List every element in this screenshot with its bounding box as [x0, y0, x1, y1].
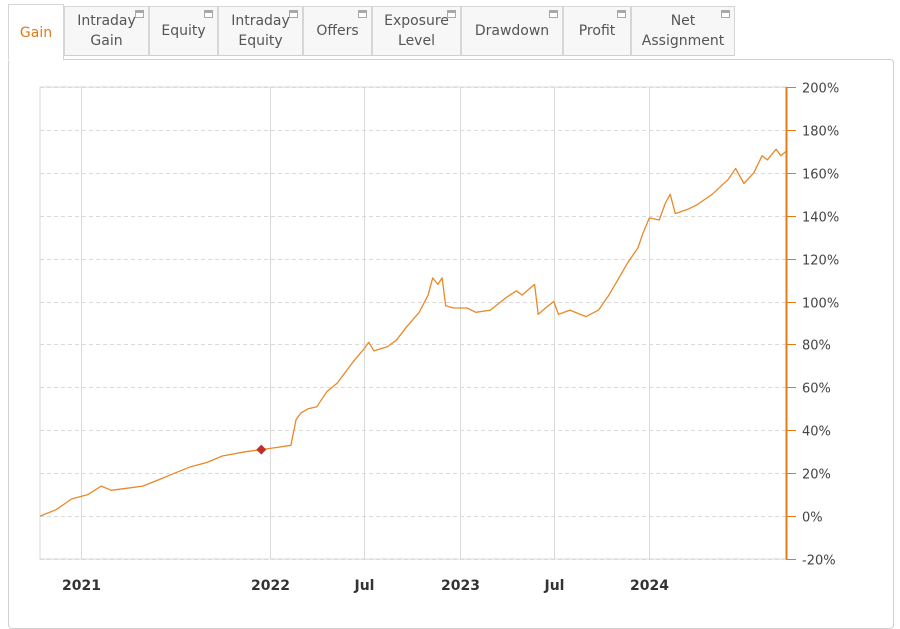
- tab-intraday-equity[interactable]: Intraday Equity: [218, 6, 303, 56]
- window-icon[interactable]: [549, 10, 558, 18]
- y-tick-label: 120%: [802, 254, 839, 269]
- series-marker: [256, 444, 267, 455]
- tab-label: Exposure Level: [384, 13, 449, 49]
- y-tick-label: 160%: [802, 168, 839, 183]
- window-icon[interactable]: [289, 10, 298, 18]
- y-tick-label: 80%: [802, 339, 831, 354]
- gain-series-line: [39, 148, 787, 517]
- tab-net-assignment[interactable]: Net Assignment: [631, 6, 735, 56]
- window-icon[interactable]: [204, 10, 213, 18]
- x-tick-label: 2021: [62, 578, 101, 594]
- plot-frame: [39, 86, 787, 560]
- tab-gain[interactable]: Gain: [8, 4, 64, 61]
- y-tick-label: -20%: [802, 554, 836, 569]
- tab-label: Drawdown: [474, 23, 550, 39]
- tab-equity[interactable]: Equity: [149, 6, 218, 56]
- tab-profit[interactable]: Profit: [563, 6, 631, 56]
- tab-label: Gain: [19, 24, 53, 41]
- tab-label: Intraday Gain: [77, 13, 136, 49]
- tab-intraday-gain[interactable]: Intraday Gain: [64, 6, 149, 56]
- y-tick-label: 0%: [802, 511, 823, 526]
- y-tick-label: 40%: [802, 425, 831, 440]
- tab-label: Equity: [161, 23, 206, 39]
- x-tick-label: 2023: [441, 578, 480, 594]
- x-tick-label: 2024: [630, 578, 669, 594]
- x-tick-label: Jul: [354, 578, 375, 594]
- y-tick-label: 60%: [802, 382, 831, 397]
- window-icon[interactable]: [447, 10, 456, 18]
- y-tick-label: 180%: [802, 125, 839, 140]
- tab-label: Net Assignment: [641, 13, 725, 49]
- y-tick-label: 140%: [802, 211, 839, 226]
- y-tick-label: 100%: [802, 297, 839, 312]
- window-icon[interactable]: [721, 10, 730, 18]
- tab-offers[interactable]: Offers: [303, 6, 372, 56]
- chart-panel: -20% 0% 20% 40% 60% 80% 100% 120% 140% 160% 180% 20…: [8, 59, 894, 629]
- x-tick-label: Jul: [544, 578, 565, 594]
- gain-chart: -20% 0% 20% 40% 60% 80% 100% 120% 140% 160% 180% 20…: [39, 82, 839, 594]
- y-tick-label: 200%: [802, 82, 839, 97]
- window-icon[interactable]: [617, 10, 626, 18]
- x-tick-label: 2022: [251, 578, 290, 594]
- window-icon[interactable]: [358, 10, 367, 18]
- window-icon[interactable]: [135, 10, 144, 18]
- tab-drawdown[interactable]: Drawdown: [461, 6, 563, 56]
- tab-exposure-level[interactable]: Exposure Level: [372, 6, 461, 56]
- tab-bar: Gain Intraday Gain Equity Intraday Equity Of…: [0, 0, 900, 61]
- y-tick-label: 20%: [802, 468, 831, 483]
- tab-label: Intraday Equity: [231, 13, 290, 49]
- tab-label: Offers: [316, 23, 359, 39]
- tab-label: Profit: [578, 23, 616, 39]
